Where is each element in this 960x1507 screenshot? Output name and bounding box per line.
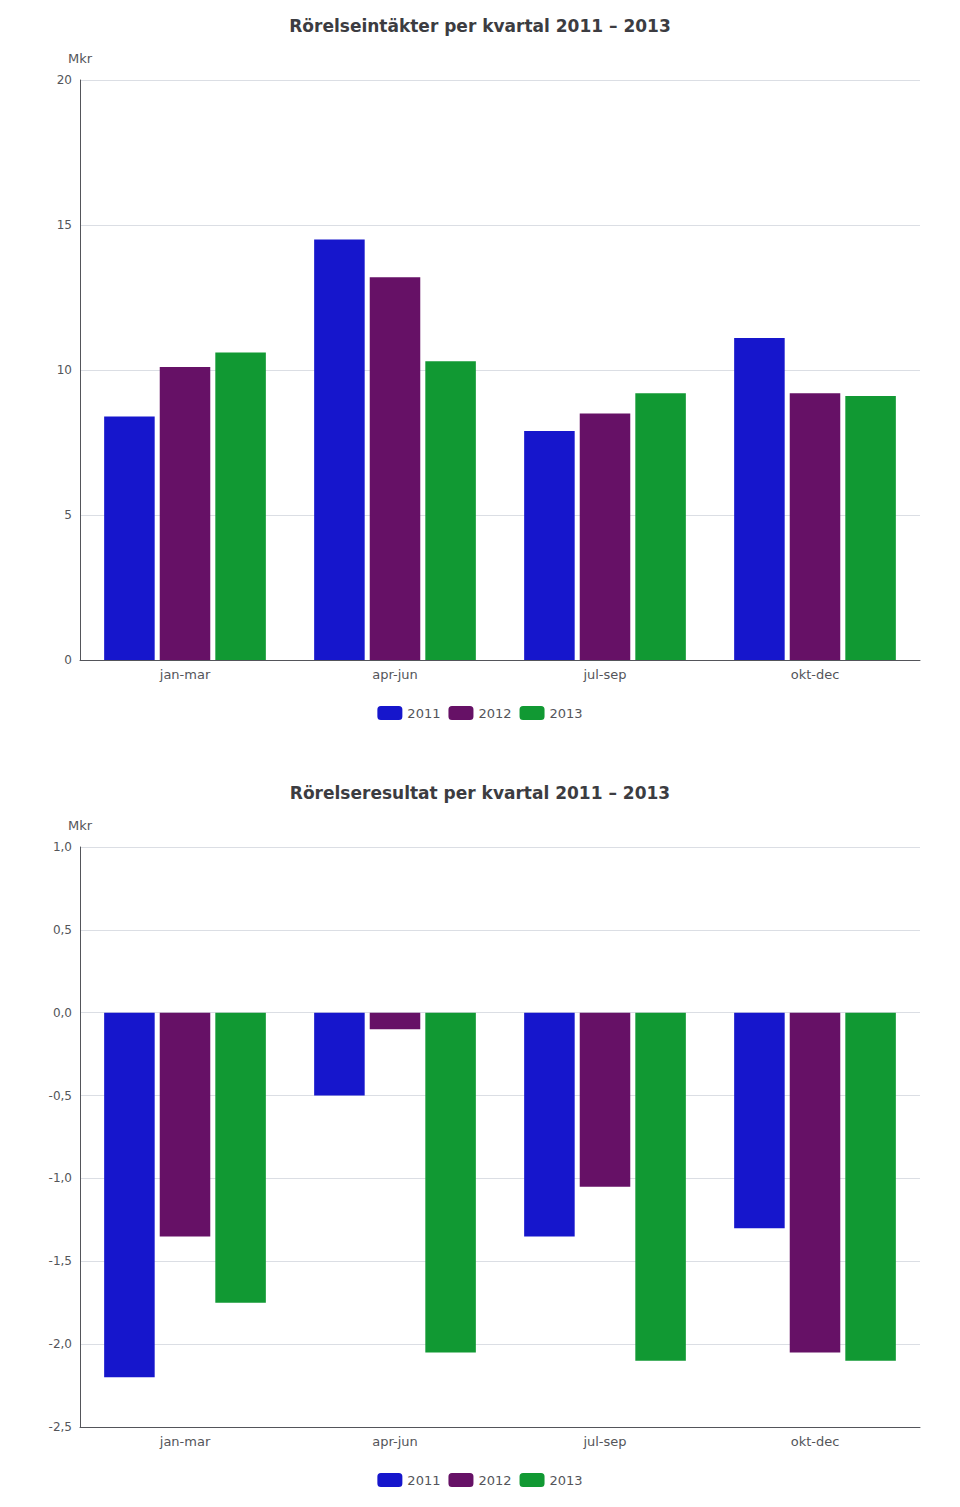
svg-text:-2,5: -2,5 [49, 1420, 72, 1434]
svg-text:jul-sep: jul-sep [582, 1434, 626, 1449]
svg-text:5: 5 [64, 508, 72, 522]
svg-text:okt-dec: okt-dec [791, 667, 840, 682]
svg-text:20: 20 [57, 73, 72, 87]
svg-text:2013: 2013 [550, 706, 583, 721]
svg-text:-2,0: -2,0 [49, 1337, 72, 1351]
svg-text:jan-mar: jan-mar [159, 667, 211, 682]
svg-text:Mkr: Mkr [68, 51, 93, 66]
svg-text:Rörelseintäkter per kvartal 20: Rörelseintäkter per kvartal 2011 – 2013 [289, 16, 671, 36]
svg-text:1,0: 1,0 [53, 840, 72, 854]
svg-text:15: 15 [57, 218, 72, 232]
svg-text:jul-sep: jul-sep [582, 667, 626, 682]
svg-text:-1,5: -1,5 [49, 1254, 72, 1268]
svg-text:Rörelseresultat per kvartal 20: Rörelseresultat per kvartal 2011 – 2013 [290, 783, 670, 803]
svg-text:0,0: 0,0 [53, 1006, 72, 1020]
svg-text:10: 10 [57, 363, 72, 377]
svg-text:jan-mar: jan-mar [159, 1434, 211, 1449]
svg-text:2013: 2013 [550, 1473, 583, 1488]
svg-text:-0,5: -0,5 [49, 1089, 72, 1103]
svg-text:Mkr: Mkr [68, 818, 93, 833]
svg-text:apr-jun: apr-jun [372, 667, 418, 682]
svg-text:2012: 2012 [478, 1473, 511, 1488]
svg-text:2012: 2012 [478, 706, 511, 721]
svg-text:2011: 2011 [407, 1473, 440, 1488]
svg-text:0,5: 0,5 [53, 923, 72, 937]
svg-text:2011: 2011 [407, 706, 440, 721]
svg-text:okt-dec: okt-dec [791, 1434, 840, 1449]
svg-text:apr-jun: apr-jun [372, 1434, 418, 1449]
svg-text:0: 0 [64, 653, 72, 667]
svg-text:-1,0: -1,0 [49, 1171, 72, 1185]
